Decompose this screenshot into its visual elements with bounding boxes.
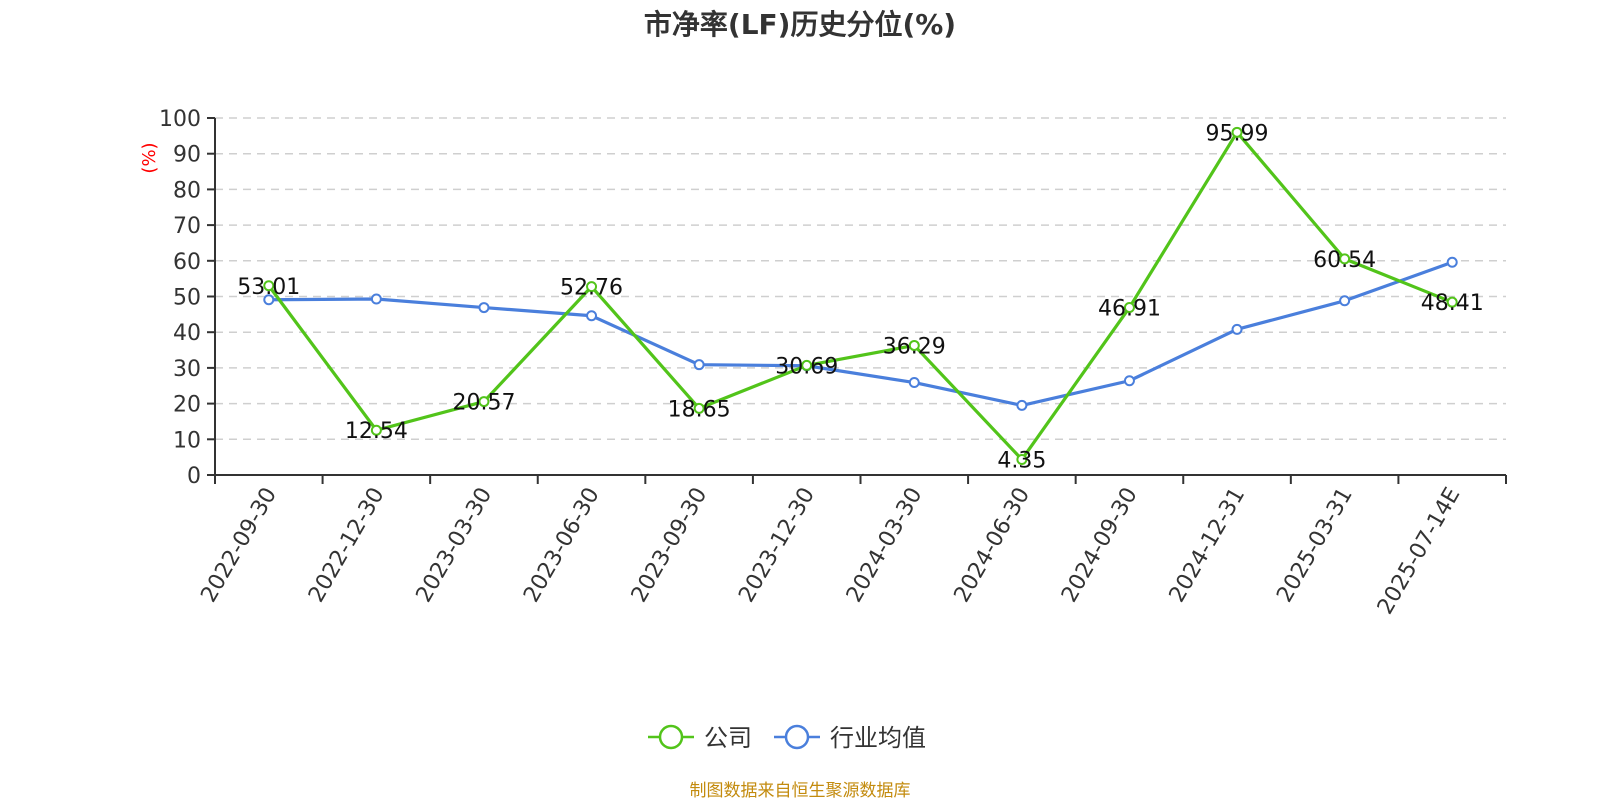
y-axis-label: (%) — [139, 142, 160, 173]
x-tick-label: 2023-09-30 — [627, 484, 713, 607]
data-label: 4.35 — [997, 448, 1046, 473]
series-0-point[interactable] — [908, 339, 920, 351]
x-tick-label: 2024-12-31 — [1165, 484, 1251, 607]
y-tick-label: 50 — [173, 286, 201, 311]
data-label: 52.76 — [560, 276, 623, 301]
x-tick-label: 2024-09-30 — [1057, 484, 1143, 607]
series-1-point[interactable] — [693, 359, 705, 371]
series-0-point[interactable] — [586, 281, 598, 293]
series-line-1 — [267, 260, 1454, 407]
legend-marker[interactable] — [784, 724, 810, 750]
x-tick-label: 2024-03-30 — [842, 484, 928, 607]
series-1-point[interactable] — [478, 302, 490, 314]
chart-title: 市净率(LF)历史分位(%) — [644, 8, 956, 41]
series-0-point[interactable] — [1446, 296, 1458, 308]
series-0-point[interactable] — [370, 424, 382, 436]
data-label: 95.99 — [1206, 121, 1269, 146]
series-1-point[interactable] — [370, 293, 382, 305]
y-tick-label: 40 — [173, 321, 201, 346]
series-1-point[interactable] — [1339, 295, 1351, 307]
series-0-point[interactable] — [1016, 453, 1028, 465]
y-tick-label: 90 — [173, 143, 201, 168]
series-0-point[interactable] — [263, 280, 275, 292]
series-line-0 — [267, 130, 1454, 462]
x-tick-label: 2024-06-30 — [949, 484, 1035, 607]
x-tick-label: 2025-07-14E — [1373, 484, 1466, 619]
series-0-point[interactable] — [801, 359, 813, 371]
data-source: 制图数据来自恒生聚源数据库 — [690, 781, 911, 800]
x-tick-label: 2022-12-30 — [304, 484, 390, 607]
series-0-point[interactable] — [1231, 126, 1243, 138]
data-label: 36.29 — [883, 334, 946, 359]
y-tick-label: 100 — [159, 107, 201, 132]
data-label: 53.01 — [237, 275, 300, 300]
x-tick-label: 2023-03-30 — [412, 484, 498, 607]
series-0-point[interactable] — [693, 402, 705, 414]
series-lines — [263, 126, 1458, 465]
series-1-point[interactable] — [1016, 399, 1028, 411]
data-label: 18.65 — [668, 397, 731, 422]
data-label: 20.57 — [452, 391, 515, 416]
series-0-point[interactable] — [1123, 302, 1135, 314]
data-label: 30.69 — [775, 354, 838, 379]
legend-label[interactable]: 行业均值 — [830, 724, 926, 752]
y-tick-label: 80 — [173, 178, 201, 203]
legend-marker[interactable] — [658, 724, 684, 750]
x-tick-label: 2023-06-30 — [519, 484, 605, 607]
data-labels: 53.01 12.54 20.57 52.76 18.65 30.69 36.29 4.35 4… — [237, 121, 1483, 473]
data-label: 12.54 — [345, 419, 408, 444]
x-tick-label: 2025-03-31 — [1272, 484, 1358, 607]
data-label: 48.41 — [1421, 291, 1484, 316]
series-1-point[interactable] — [263, 294, 275, 306]
legend-label[interactable]: 公司 — [704, 724, 752, 752]
x-tick-label: 2023-12-30 — [734, 484, 820, 607]
series-1-point[interactable] — [586, 310, 598, 322]
data-label: 46.91 — [1098, 297, 1161, 322]
y-tick-label: 70 — [173, 214, 201, 239]
series-1-point[interactable] — [908, 377, 920, 389]
series-1-point[interactable] — [1123, 375, 1135, 387]
legend[interactable]: 公司 行业均值 — [648, 724, 926, 752]
series-0-point[interactable] — [1339, 253, 1351, 265]
y-tick-label: 30 — [173, 357, 201, 382]
x-tick-label: 2022-09-30 — [196, 484, 282, 607]
y-tick-label: 10 — [173, 428, 201, 453]
y-tick-label: 20 — [173, 393, 201, 418]
data-label: 60.54 — [1313, 248, 1376, 273]
series-1-point[interactable] — [1231, 323, 1243, 335]
y-tick-label: 60 — [173, 250, 201, 275]
series-1-point[interactable] — [1446, 256, 1458, 268]
grid-lines — [215, 117, 1506, 441]
series-0-point[interactable] — [478, 396, 490, 408]
y-tick-label: 0 — [187, 464, 201, 489]
